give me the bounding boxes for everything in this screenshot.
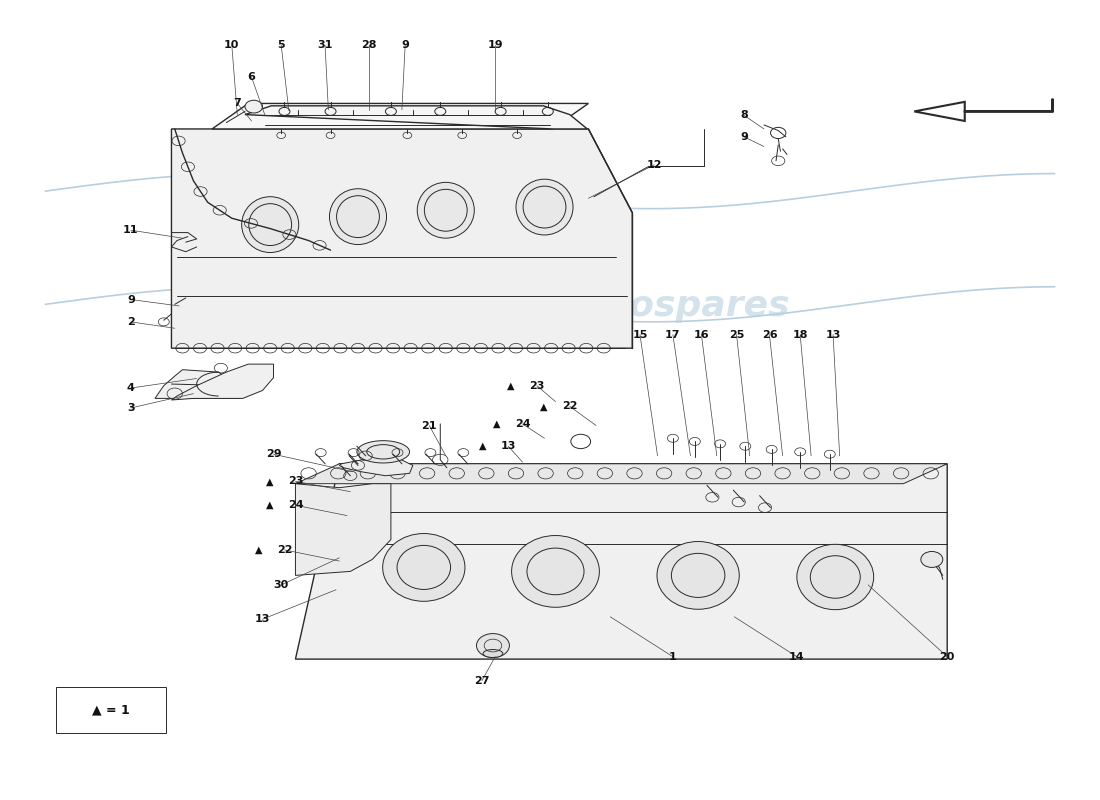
Text: 1: 1	[669, 652, 676, 662]
Text: 7: 7	[233, 98, 241, 109]
Text: 31: 31	[318, 40, 333, 50]
Text: 13: 13	[255, 614, 271, 624]
Text: 10: 10	[224, 40, 240, 50]
Text: 29: 29	[266, 450, 282, 459]
Ellipse shape	[657, 542, 739, 610]
Ellipse shape	[242, 197, 299, 253]
Polygon shape	[172, 129, 632, 348]
Text: ▲: ▲	[493, 419, 500, 429]
Text: 4: 4	[126, 383, 135, 393]
Text: 2: 2	[126, 317, 134, 327]
Circle shape	[245, 100, 263, 113]
Ellipse shape	[330, 189, 386, 245]
Text: ▲: ▲	[478, 442, 486, 451]
Polygon shape	[155, 370, 243, 398]
Polygon shape	[296, 484, 390, 575]
FancyBboxPatch shape	[56, 687, 166, 734]
Text: 26: 26	[761, 330, 778, 340]
Text: 6: 6	[248, 72, 255, 82]
Text: ▲: ▲	[507, 381, 515, 390]
Text: 17: 17	[666, 330, 681, 340]
Polygon shape	[339, 458, 412, 476]
Polygon shape	[296, 464, 947, 484]
Text: ▲: ▲	[266, 500, 274, 510]
Ellipse shape	[796, 544, 873, 610]
Text: 9: 9	[740, 132, 748, 142]
Text: 9: 9	[126, 294, 135, 305]
Text: 24: 24	[287, 500, 304, 510]
Text: eurospares: eurospares	[562, 289, 791, 323]
Text: 11: 11	[123, 225, 139, 235]
Text: 23: 23	[288, 476, 304, 486]
Text: 14: 14	[789, 652, 805, 662]
Polygon shape	[172, 364, 274, 400]
Text: 12: 12	[647, 160, 662, 170]
Text: 27: 27	[474, 676, 490, 686]
Text: 3: 3	[126, 403, 134, 413]
Ellipse shape	[516, 179, 573, 235]
Text: 22: 22	[277, 545, 293, 555]
Text: 23: 23	[529, 381, 544, 390]
Text: 18: 18	[792, 330, 807, 340]
Text: 8: 8	[740, 110, 748, 120]
Polygon shape	[296, 464, 947, 659]
Text: ▲: ▲	[540, 402, 548, 411]
Circle shape	[921, 551, 943, 567]
Ellipse shape	[356, 441, 409, 463]
Ellipse shape	[383, 534, 465, 602]
Ellipse shape	[512, 535, 600, 607]
Text: 28: 28	[361, 40, 376, 50]
Polygon shape	[212, 103, 588, 129]
Text: 25: 25	[729, 330, 745, 340]
Text: ▲ = 1: ▲ = 1	[92, 704, 130, 717]
Text: 16: 16	[694, 330, 710, 340]
Text: 21: 21	[421, 421, 437, 430]
Polygon shape	[245, 106, 587, 129]
Text: 30: 30	[274, 580, 289, 590]
Text: 5: 5	[277, 40, 285, 50]
Text: 22: 22	[562, 402, 578, 411]
Text: 15: 15	[632, 330, 648, 340]
Text: ▲: ▲	[266, 476, 274, 486]
Text: 20: 20	[939, 652, 955, 662]
Ellipse shape	[417, 182, 474, 238]
Text: ▲: ▲	[255, 545, 263, 555]
Text: 19: 19	[487, 40, 503, 50]
Text: eurospares: eurospares	[184, 178, 412, 211]
Text: 24: 24	[515, 419, 530, 429]
Text: 13: 13	[500, 442, 516, 451]
Ellipse shape	[483, 650, 503, 658]
Polygon shape	[914, 98, 1053, 121]
Text: 13: 13	[825, 330, 840, 340]
Circle shape	[476, 634, 509, 658]
Text: 9: 9	[402, 40, 409, 50]
